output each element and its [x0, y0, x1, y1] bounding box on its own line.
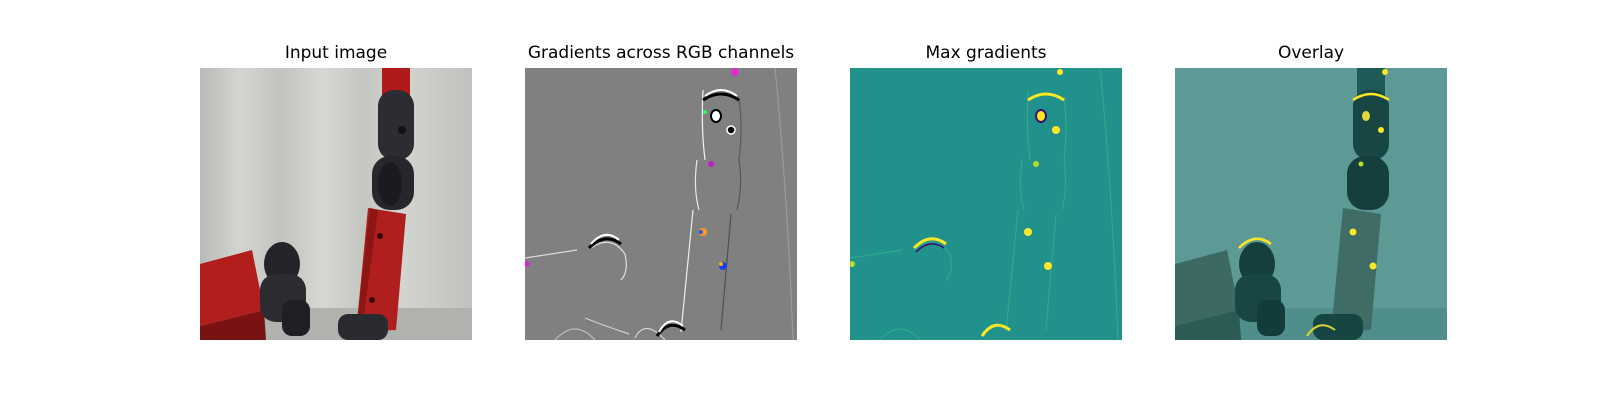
overlay-image — [1175, 68, 1447, 340]
panel-title: Input image — [284, 43, 388, 63]
panel-title: Max gradients — [925, 43, 1047, 63]
input-image — [200, 68, 472, 340]
panel-title: Overlay — [1277, 43, 1345, 63]
panel-title: Gradients across RGB channels — [527, 43, 795, 63]
max-gradient-image — [850, 68, 1122, 340]
gradient-rgb-image — [525, 68, 797, 340]
